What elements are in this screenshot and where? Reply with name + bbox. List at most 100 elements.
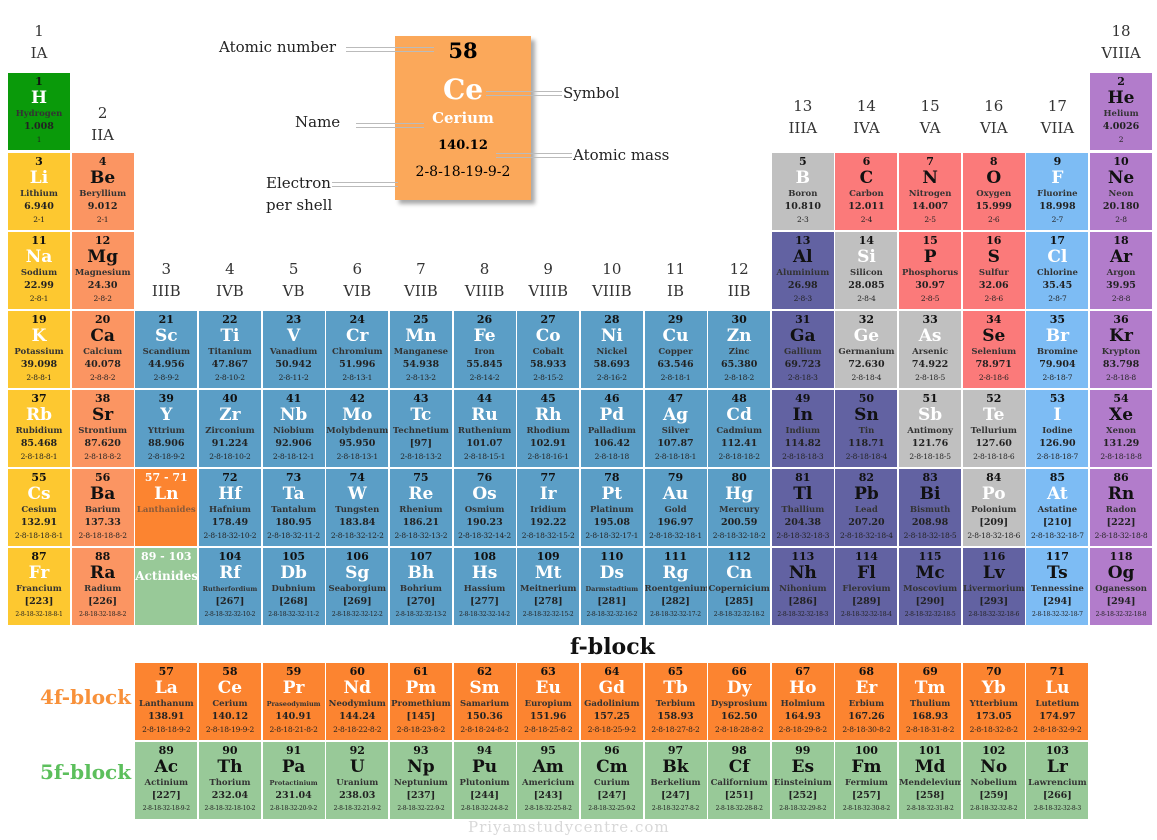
element-cell[interactable]: 9 F Fluorine 18.998 2-7 [1026,153,1089,230]
element-cell[interactable]: 39 Y Yttrium 88.906 2-8-18-9-2 [135,390,198,467]
element-cell[interactable]: 7 N Nitrogen 14.007 2-5 [899,153,962,230]
element-cell[interactable]: 86 Rn Radon [222] 2-8-18-32-18-8 [1090,469,1153,546]
element-cell[interactable]: 61 Pm Promethium [145] 2-8-18-23-8-2 [389,663,452,740]
element-cell[interactable]: 92 U Uranium 238.03 2-8-18-32-21-9-2 [326,742,389,819]
element-cell[interactable]: 37 Rb Rubidium 85.468 2-8-18-8-1 [8,390,70,467]
element-cell[interactable]: 104 Rf Rutherfordium [267] 2-8-18-32-32-10-2 [198,548,261,625]
element-cell[interactable]: 21 Sc Scandium 44.956 2-8-9-2 [135,311,198,388]
element-cell[interactable]: 50 Sn Tin 118.71 2-8-18-18-4 [835,390,898,467]
element-cell[interactable]: 36 Kr Krypton 83.798 2-8-18-8 [1090,311,1153,388]
element-cell[interactable]: 108 Hs Hassium [277] 2-8-18-32-32-14-2 [453,548,516,625]
element-cell[interactable]: 94 Pu Plutonium [244] 2-8-18-32-24-8-2 [453,742,516,819]
element-cell[interactable]: 53 I Iodine 126.90 2-8-18-18-7 [1026,390,1089,467]
element-cell[interactable]: 59 Pr Praseodymium 140.91 2-8-18-21-8-2 [262,663,325,740]
element-cell[interactable]: 51 Sb Antimony 121.76 2-8-18-18-5 [899,390,962,467]
element-cell[interactable]: 62 Sm Samarium 150.36 2-8-18-24-8-2 [453,663,516,740]
element-cell[interactable]: 43 Tc Technetium [97] 2-8-18-13-2 [389,390,452,467]
element-cell[interactable]: 100 Fm Fermium [257] 2-8-18-32-30-8-2 [835,742,898,819]
element-cell[interactable]: 34 Se Selenium 78.971 2-8-18-6 [962,311,1025,388]
element-cell[interactable]: 80 Hg Mercury 200.59 2-8-18-32-18-2 [708,469,771,546]
element-cell[interactable]: 46 Pd Palladium 106.42 2-8-18-18 [580,390,643,467]
element-cell[interactable]: 58 Ce Cerium 140.12 2-8-18-19-9-2 [198,663,261,740]
element-cell[interactable]: 14 Si Silicon 28.085 2-8-4 [835,232,898,309]
element-cell[interactable]: 116 Lv Livermorium [293] 2-8-18-32-32-18-6 [962,548,1025,625]
element-cell[interactable]: 2 He Helium 4.0026 2 [1090,73,1153,150]
element-cell[interactable]: 13 Al Aluminium 26.98 2-8-3 [771,232,834,309]
element-cell[interactable]: 12 Mg Magnesium 24.30 2-8-2 [71,232,134,309]
element-cell[interactable]: 74 W Tungsten 183.84 2-8-18-32-12-2 [326,469,389,546]
element-cell[interactable]: 71 Lu Lutetium 174.97 2-8-18-32-9-2 [1026,663,1089,740]
element-cell[interactable]: 33 As Arsenic 74.922 2-8-18-5 [899,311,962,388]
element-cell[interactable]: 1 H Hydrogen 1.008 1 [8,73,70,150]
element-cell[interactable]: 77 Ir Iridium 192.22 2-8-18-32-15-2 [517,469,580,546]
element-cell[interactable]: 35 Br Bromine 79.904 2-8-18-7 [1026,311,1089,388]
element-cell[interactable]: 90 Th Thorium 232.04 2-8-18-32-18-10-2 [198,742,261,819]
element-cell[interactable]: 44 Ru Ruthenium 101.07 2-8-18-15-1 [453,390,516,467]
element-cell[interactable]: 89 - 103 Actinides [135,548,198,625]
element-cell[interactable]: 112 Cn Copernicium [285] 2-8-18-32-32-18-2 [708,548,771,625]
element-cell[interactable]: 4 Be Beryllium 9.012 2-1 [71,153,134,230]
element-cell[interactable]: 31 Ga Gallium 69.723 2-8-18-3 [771,311,834,388]
element-cell[interactable]: 95 Am Americium [243] 2-8-18-32-25-8-2 [517,742,580,819]
element-cell[interactable]: 42 Mo Molybdenum 95.950 2-8-18-13-1 [326,390,389,467]
element-cell[interactable]: 98 Cf Californium [251] 2-8-18-32-28-8-2 [708,742,771,819]
element-cell[interactable]: 32 Ge Germanium 72.630 2-8-18-4 [835,311,898,388]
element-cell[interactable]: 107 Bh Bohrium [270] 2-8-18-32-32-13-2 [389,548,452,625]
element-cell[interactable]: 85 At Astatine [210] 2-8-18-32-18-7 [1026,469,1089,546]
element-cell[interactable]: 99 Es Einsteinium [252] 2-8-18-32-29-8-2 [771,742,834,819]
element-cell[interactable]: 56 Ba Barium 137.33 2-8-18-18-8-2 [71,469,134,546]
element-cell[interactable]: 47 Ag Silver 107.87 2-8-18-18-1 [644,390,707,467]
element-cell[interactable]: 110 Ds Darmstadtium [281] 2-8-18-32-32-16-2 [580,548,643,625]
element-cell[interactable]: 103 Lr Lawrencium [266] 2-8-18-32-32-8-3 [1026,742,1089,819]
element-cell[interactable]: 78 Pt Platinum 195.08 2-8-18-32-17-1 [580,469,643,546]
element-cell[interactable]: 48 Cd Cadmium 112.41 2-8-18-18-2 [708,390,771,467]
element-cell[interactable]: 55 Cs Cesium 132.91 2-8-18-18-8-1 [8,469,70,546]
element-cell[interactable]: 87 Fr Francium [223] 2-8-18-32-18-8-1 [8,548,70,625]
element-cell[interactable]: 16 S Sulfur 32.06 2-8-6 [962,232,1025,309]
element-cell[interactable]: 109 Mt Meitnerium [278] 2-8-18-32-32-15-2 [517,548,580,625]
element-cell[interactable]: 19 K Potassium 39.098 2-8-8-1 [8,311,70,388]
element-cell[interactable]: 11 Na Sodium 22.99 2-8-1 [8,232,70,309]
element-cell[interactable]: 113 Nh Nihonium [286] 2-8-18-32-32-18-3 [771,548,834,625]
element-cell[interactable]: 57 La Lanthanum 138.91 2-8-18-18-9-2 [135,663,198,740]
element-cell[interactable]: 52 Te Tellurium 127.60 2-8-18-18-6 [962,390,1025,467]
element-cell[interactable]: 3 Li Lithium 6.940 2-1 [8,153,70,230]
element-cell[interactable]: 49 In Indium 114.82 2-8-18-18-3 [771,390,834,467]
element-cell[interactable]: 91 Pa Protactinium 231.04 2-8-18-32-20-9-2 [262,742,325,819]
element-cell[interactable]: 8 O Oxygen 15.999 2-6 [962,153,1025,230]
element-cell[interactable]: 93 Np Neptunium [237] 2-8-18-32-22-9-2 [389,742,452,819]
element-cell[interactable]: 26 Fe Iron 55.845 2-8-14-2 [453,311,516,388]
element-cell[interactable]: 84 Po Polonium [209] 2-8-18-32-18-6 [962,469,1025,546]
element-cell[interactable]: 67 Ho Holmium 164.93 2-8-18-29-8-2 [771,663,834,740]
element-cell[interactable]: 75 Re Rhenium 186.21 2-8-18-32-13-2 [389,469,452,546]
element-cell[interactable]: 41 Nb Niobium 92.906 2-8-18-12-1 [262,390,325,467]
element-cell[interactable]: 73 Ta Tantalum 180.95 2-8-18-32-11-2 [262,469,325,546]
element-cell[interactable]: 54 Xe Xenon 131.29 2-8-18-18-8 [1090,390,1153,467]
element-cell[interactable]: 66 Dy Dysprosium 162.50 2-8-18-28-8-2 [708,663,771,740]
element-cell[interactable]: 18 Ar Argon 39.95 2-8-8 [1090,232,1153,309]
element-cell[interactable]: 72 Hf Hafnium 178.49 2-8-18-32-10-2 [198,469,261,546]
element-cell[interactable]: 57 - 71 Ln Lanthanides [135,469,198,546]
element-cell[interactable]: 102 No Nobelium [259] 2-8-18-32-32-8-2 [962,742,1025,819]
element-cell[interactable]: 45 Rh Rhodium 102.91 2-8-18-16-1 [517,390,580,467]
element-cell[interactable]: 40 Zr Zirconium 91.224 2-8-18-10-2 [198,390,261,467]
element-cell[interactable]: 38 Sr Strontium 87.620 2-8-18-8-2 [71,390,134,467]
element-cell[interactable]: 118 Og Oganesson [294] 2-8-18-32-32-18-8 [1090,548,1153,625]
element-cell[interactable]: 88 Ra Radium [226] 2-8-18-32-18-8-2 [71,548,134,625]
element-cell[interactable]: 20 Ca Calcium 40.078 2-8-8-2 [71,311,134,388]
element-cell[interactable]: 17 Cl Chlorine 35.45 2-8-7 [1026,232,1089,309]
element-cell[interactable]: 29 Cu Copper 63.546 2-8-18-1 [644,311,707,388]
element-cell[interactable]: 10 Ne Neon 20.180 2-8 [1090,153,1153,230]
element-cell[interactable]: 60 Nd Neodymium 144.24 2-8-18-22-8-2 [326,663,389,740]
element-cell[interactable]: 27 Co Cobalt 58.933 2-8-15-2 [517,311,580,388]
element-cell[interactable]: 68 Er Erbium 167.26 2-8-18-30-8-2 [835,663,898,740]
element-cell[interactable]: 81 Tl Thallium 204.38 2-8-18-32-18-3 [771,469,834,546]
element-cell[interactable]: 96 Cm Curium [247] 2-8-18-32-25-9-2 [580,742,643,819]
element-cell[interactable]: 117 Ts Tennessine [294] 2-8-18-32-32-18-7 [1026,548,1089,625]
element-cell[interactable]: 65 Tb Terbium 158.93 2-8-18-27-8-2 [644,663,707,740]
element-cell[interactable]: 83 Bi Bismuth 208.98 2-8-18-32-18-5 [899,469,962,546]
element-cell[interactable]: 23 V Vanadium 50.942 2-8-11-2 [262,311,325,388]
element-cell[interactable]: 79 Au Gold 196.97 2-8-18-32-18-1 [644,469,707,546]
element-cell[interactable]: 114 Fl Flerovium [289] 2-8-18-32-32-18-4 [835,548,898,625]
element-cell[interactable]: 115 Mc Moscovium [290] 2-8-18-32-32-18-5 [899,548,962,625]
